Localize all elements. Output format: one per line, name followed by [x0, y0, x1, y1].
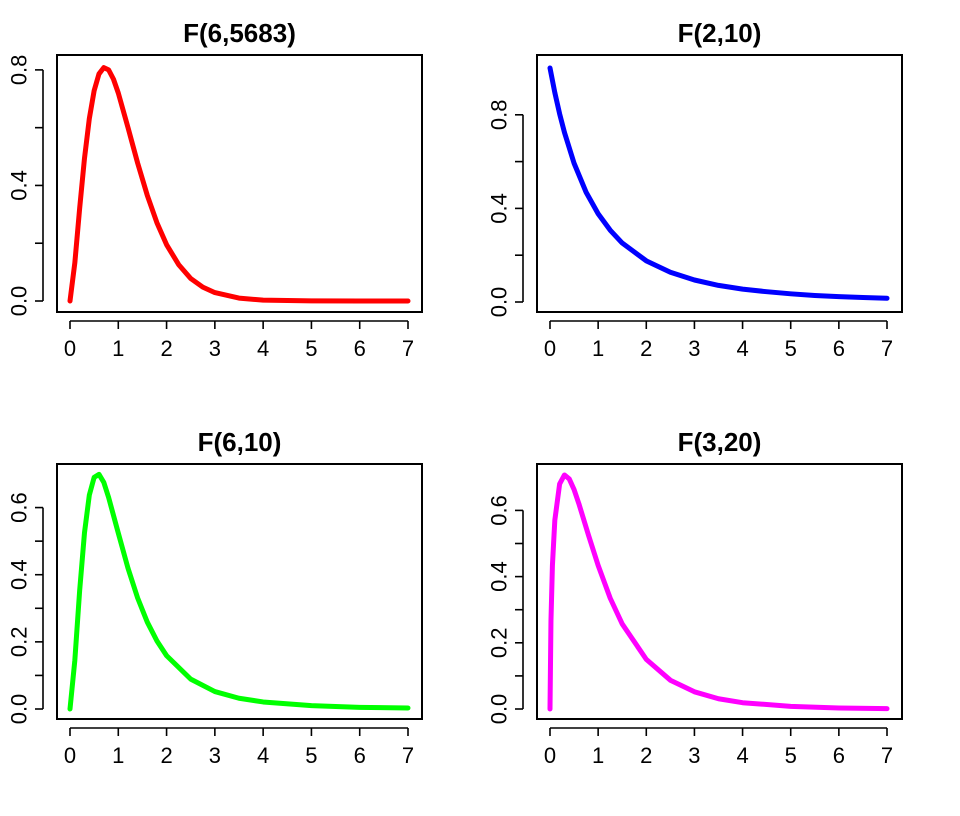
x-tick-label: 1	[112, 743, 124, 768]
y-tick-label: 0.0	[7, 286, 32, 317]
x-tick-label: 5	[785, 336, 797, 361]
x-tick-label: 7	[402, 743, 414, 768]
y-tick-label: 0.6	[7, 492, 32, 523]
chart-title: F(3,20)	[678, 427, 762, 457]
x-tick-label: 4	[736, 336, 748, 361]
chart-panel-3: F(6,10) 0 1 2 3 4 5 6 7 0.0 0.2 0.4 0.6	[7, 427, 423, 768]
y-tick-label: 0.0	[7, 694, 32, 725]
y-tick-label: 0.0	[487, 287, 512, 318]
x-tick-label: 3	[688, 743, 700, 768]
x-tick-label: 1	[112, 336, 124, 361]
y-tick-label: 0.0	[487, 694, 512, 725]
y-tick-label: 0.2	[7, 627, 32, 658]
chart-panel-4: F(3,20) 0 1 2 3 4 5 6 7 0.0 0.2 0.4 0.6	[487, 427, 903, 768]
density-curve	[547, 472, 890, 712]
x-tick-label: 1	[592, 743, 604, 768]
x-tick-label: 2	[640, 336, 652, 361]
chart-panel-1: F(6,5683) 0 1 2 3 4 5 6 7 0.0 0.4 0.8	[7, 18, 423, 361]
x-tick-label: 3	[688, 336, 700, 361]
x-tick-label: 3	[209, 743, 221, 768]
y-tick-label: 0.6	[487, 495, 512, 526]
density-curve	[67, 471, 411, 712]
x-tick-label: 6	[833, 743, 845, 768]
x-tick-label: 0	[64, 336, 76, 361]
y-tick-label: 0.8	[7, 55, 32, 86]
x-tick-label: 5	[305, 336, 317, 361]
x-tick-label: 4	[257, 743, 269, 768]
x-tick-label: 7	[881, 743, 893, 768]
x-tick-label: 0	[544, 743, 556, 768]
x-tick-label: 1	[592, 336, 604, 361]
plot-frame	[536, 463, 903, 720]
x-tick-label: 5	[785, 743, 797, 768]
chart-title: F(6,5683)	[183, 18, 296, 48]
y-tick-label: 0.4	[7, 559, 32, 590]
x-tick-label: 7	[881, 336, 893, 361]
x-tick-label: 2	[640, 743, 652, 768]
x-tick-label: 6	[354, 743, 366, 768]
y-tick-label: 0.8	[487, 100, 512, 131]
x-tick-label: 7	[402, 336, 414, 361]
chart-panel-2: F(2,10) 0 1 2 3 4 5 6 7 0.0 0.4 0.8	[487, 18, 903, 361]
x-tick-label: 4	[736, 743, 748, 768]
density-curve	[547, 65, 890, 301]
x-tick-label: 0	[544, 336, 556, 361]
y-tick-label: 0.4	[487, 193, 512, 224]
x-tick-label: 6	[354, 336, 366, 361]
chart-title: F(6,10)	[198, 427, 282, 457]
density-curve	[67, 65, 411, 304]
x-tick-label: 0	[64, 743, 76, 768]
plot-frame	[536, 54, 903, 313]
y-tick-label: 0.4	[7, 170, 32, 201]
y-tick-label: 0.2	[487, 628, 512, 659]
x-tick-label: 2	[160, 336, 172, 361]
x-tick-label: 6	[833, 336, 845, 361]
x-tick-label: 3	[209, 336, 221, 361]
plot-frame	[56, 54, 423, 313]
x-tick-label: 2	[160, 743, 172, 768]
y-tick-label: 0.4	[487, 561, 512, 592]
chart-title: F(2,10)	[678, 18, 762, 48]
plot-frame	[56, 463, 423, 720]
x-tick-label: 4	[257, 336, 269, 361]
x-tick-label: 5	[305, 743, 317, 768]
